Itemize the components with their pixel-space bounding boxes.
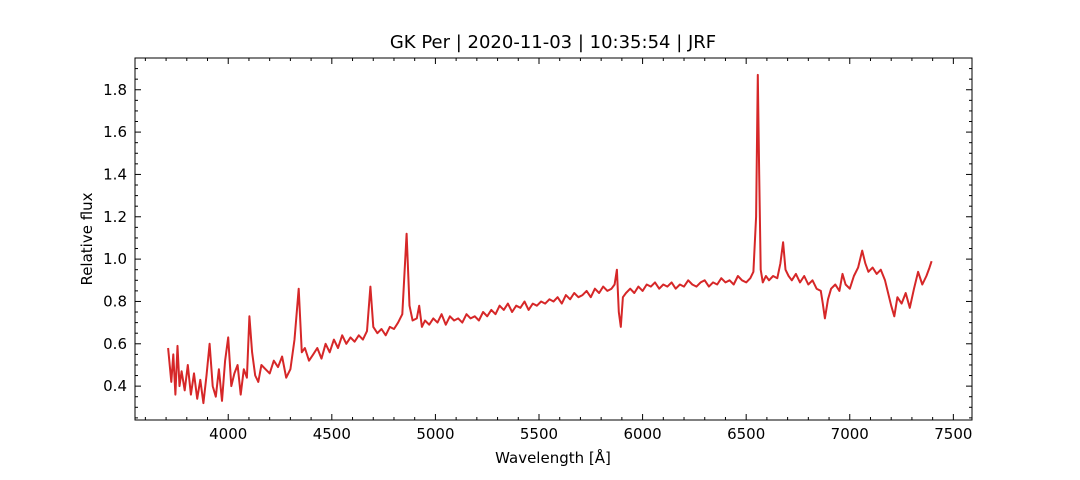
x-tick-label: 4500 bbox=[313, 425, 351, 443]
x-tick-label: 6500 bbox=[727, 425, 765, 443]
y-axis-label: Relative flux bbox=[78, 192, 96, 285]
chart-title: GK Per | 2020-11-03 | 10:35:54 | JRF bbox=[390, 32, 716, 53]
x-tick-label: 5000 bbox=[416, 425, 454, 443]
x-tick-label: 4000 bbox=[209, 425, 247, 443]
x-tick-label: 7500 bbox=[934, 425, 972, 443]
y-tick-label: 1.2 bbox=[103, 208, 127, 226]
x-tick-label: 7000 bbox=[831, 425, 869, 443]
y-axis: 0.4 0.6 0.8 1.0 1.2 1.4 1.6 1.8 bbox=[103, 57, 972, 419]
x-tick-label: 5500 bbox=[520, 425, 558, 443]
y-tick-label: 1.8 bbox=[103, 81, 127, 99]
x-tick-label: 6000 bbox=[623, 425, 661, 443]
y-tick-label: 1.4 bbox=[103, 165, 127, 183]
x-axis-label: Wavelength [Å] bbox=[495, 448, 611, 467]
spectrum-line-0 bbox=[167, 73, 933, 405]
y-tick-label: 0.8 bbox=[103, 292, 127, 310]
y-tick-label: 0.6 bbox=[103, 335, 127, 353]
plot-frame bbox=[134, 57, 973, 421]
y-tick-label: 1.0 bbox=[103, 250, 127, 268]
x-axis: 4000 4500 5000 5500 6000 6500 7000 7500 bbox=[144, 58, 972, 443]
y-tick-label: 0.4 bbox=[103, 377, 127, 395]
y-tick-label: 1.6 bbox=[103, 123, 127, 141]
